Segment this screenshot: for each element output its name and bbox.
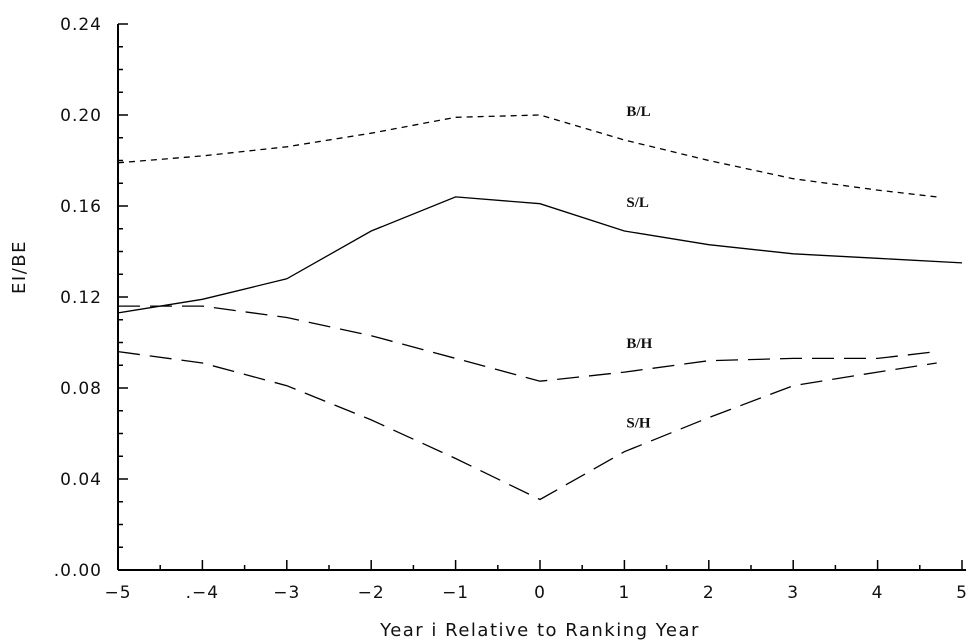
y-tick-label: 0.24 xyxy=(60,15,102,35)
series-labels: B/L S/L B/H S/H xyxy=(626,104,652,432)
series-label-s-h: S/H xyxy=(626,416,651,432)
y-tick-label: 0.16 xyxy=(60,197,102,217)
series-line-s-h xyxy=(117,350,937,501)
x-axis-title: Year i Relative to Ranking Year xyxy=(379,620,700,641)
y-tick-label: 0.20 xyxy=(60,106,102,126)
x-tick-label: 2 xyxy=(703,583,715,603)
x-tick-label: −3 xyxy=(273,583,300,603)
y-tick-label: 0.12 xyxy=(60,288,102,308)
series-label-b-l: B/L xyxy=(626,104,650,120)
x-tick-label: 3 xyxy=(787,583,799,603)
series-label-s-l: S/L xyxy=(626,195,649,211)
x-tick-label: −2 xyxy=(358,583,385,603)
series-line-s-l xyxy=(117,196,963,314)
y-axis-title: EI/BE xyxy=(9,240,30,294)
y-tick-label: .0.00 xyxy=(54,561,102,581)
series-line-b-l xyxy=(117,114,937,198)
x-tick-label: −5 xyxy=(104,583,131,603)
series-label-b-h: B/H xyxy=(626,336,652,352)
axes: .0.00 0.04 0.08 0.12 0.16 0.20 0.24 −5 .−4 −3 −2 −1… xyxy=(54,15,968,603)
x-tick-label: 1 xyxy=(618,583,630,603)
x-tick-label: 0 xyxy=(534,583,546,603)
x-tick-label: 5 xyxy=(956,583,968,603)
x-tick-label: .−4 xyxy=(186,583,219,603)
series-lines xyxy=(117,114,963,501)
x-tick-label: −1 xyxy=(442,583,469,603)
series-line-b-h xyxy=(118,305,937,382)
y-tick-label: 0.08 xyxy=(60,379,102,399)
y-tick-label: 0.04 xyxy=(60,470,102,490)
x-tick-label: 4 xyxy=(872,583,884,603)
